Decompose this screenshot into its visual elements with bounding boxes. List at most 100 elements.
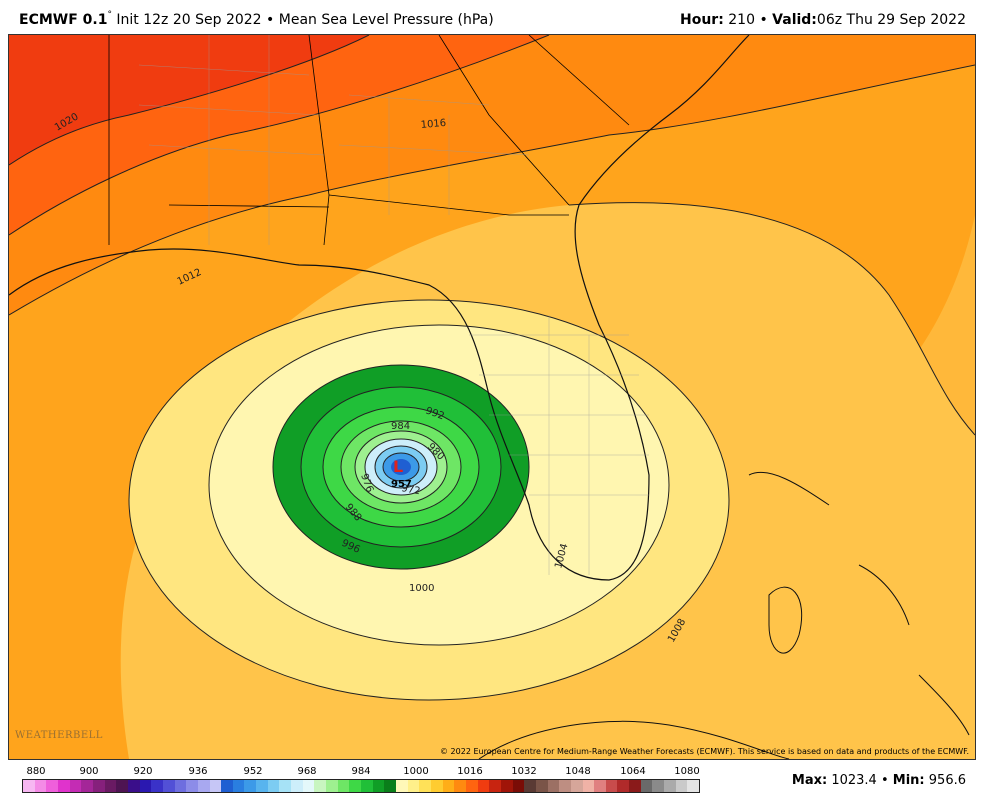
colorbar-swatch (139, 780, 152, 792)
colorbar-tick: 1016 (457, 766, 483, 777)
separator: • (880, 773, 889, 788)
colorbar-swatch (547, 780, 560, 792)
colorbar-swatch (500, 780, 513, 792)
colorbar-tick: 1032 (511, 766, 537, 777)
colorbar-swatch (232, 780, 245, 792)
separator: • (266, 12, 275, 28)
colorbar-tick: 900 (79, 766, 99, 777)
colorbar-tick: 1080 (674, 766, 700, 777)
colorbar-swatch (151, 780, 163, 792)
colorbar-swatch (81, 780, 93, 792)
low-pressure-marker: L (393, 457, 403, 476)
center-pressure-value: 957 (391, 479, 412, 490)
colorbar-swatch (279, 780, 292, 792)
colorbar-swatch (337, 780, 350, 792)
colorbar-swatch (617, 780, 630, 792)
colorbar-swatch (629, 780, 641, 792)
colorbar-tick: 920 (133, 766, 153, 777)
colorbar-swatch (687, 780, 700, 792)
colorbar-swatch (34, 780, 47, 792)
colorbar-swatch (57, 780, 70, 792)
colorbar-swatch (640, 780, 653, 792)
colorbar-tick: 1048 (565, 766, 591, 777)
valid-label: Valid: (772, 12, 817, 28)
contour-label: 972 (400, 483, 421, 497)
colorbar-swatch (291, 780, 303, 792)
colorbar-swatch (46, 780, 58, 792)
coastline (9, 35, 750, 581)
colorbar-swatch (535, 780, 548, 792)
colorbar-swatch (267, 780, 280, 792)
colorbar-swatch (570, 780, 583, 792)
max-label: Max: (791, 773, 828, 788)
colorbar-swatch (372, 780, 385, 792)
colorbar-swatch (349, 780, 362, 792)
colorbar-swatch (477, 780, 490, 792)
colorbar-tick: 968 (297, 766, 317, 777)
colorbar-swatch (244, 780, 257, 792)
fill-1020-1024 (9, 35, 369, 165)
colorbar-tick: 1000 (403, 766, 429, 777)
model-name: ECMWF 0.1 (19, 12, 108, 28)
islands (478, 471, 970, 759)
colorbar-swatch (594, 780, 606, 792)
colorbar-swatch (104, 780, 117, 792)
colorbar-swatch (326, 780, 338, 792)
colorbar-swatch (116, 780, 128, 792)
colorbar-swatch (605, 780, 618, 792)
hour-value: 210 (728, 12, 755, 28)
contour-label: 984 (391, 421, 410, 432)
hour-label: Hour: (680, 12, 724, 28)
map-canvas: 1020 1016 1012 1008 1004 1000 996 992 98… (9, 35, 975, 759)
colorbar-swatch (127, 780, 140, 792)
colorbar-swatch (524, 780, 536, 792)
colorbar-swatch (197, 780, 210, 792)
min-value: 956.6 (928, 773, 966, 788)
colorbar-tick: 936 (188, 766, 208, 777)
colorbar-swatch (419, 780, 431, 792)
colorbar-tick: 1064 (620, 766, 646, 777)
header-title: ECMWF 0.1° Init 12z 20 Sep 2022 • Mean S… (19, 10, 494, 28)
colorbar-swatch (489, 780, 501, 792)
colorbar-tick: 880 (26, 766, 46, 777)
colorbar-swatch (559, 780, 571, 792)
colorbar-swatch (407, 780, 420, 792)
max-value: 1023.4 (831, 773, 877, 788)
pressure-map: 1020 1016 1012 1008 1004 1000 996 992 98… (8, 34, 976, 760)
colorbar-swatch (442, 780, 455, 792)
colorbar-swatch (396, 780, 408, 792)
copyright-credit: © 2022 European Centre for Medium-Range … (440, 747, 969, 756)
colorbar-swatch (512, 780, 525, 792)
colorbar-swatch (361, 780, 373, 792)
field-name: Mean Sea Level Pressure (hPa) (278, 12, 494, 28)
colorbar-swatch (302, 780, 315, 792)
colorbar-swatch (69, 780, 82, 792)
colorbar-swatch (256, 780, 268, 792)
colorbar-swatch (454, 780, 466, 792)
colorbar-tick: 984 (351, 766, 371, 777)
degree-symbol: ° (107, 10, 112, 20)
separator: • (759, 12, 768, 28)
colorbar-swatch (209, 780, 222, 792)
contour-label: 1016 (420, 118, 446, 131)
init-time: Init 12z 20 Sep 2022 (116, 12, 262, 28)
colorbar-swatch (652, 780, 665, 792)
max-min-readout: Max: 1023.4 • Min: 956.6 (792, 773, 966, 788)
county-borders (138, 35, 649, 575)
isobars (9, 35, 975, 701)
pressure-colorbar (22, 779, 700, 793)
colorbar-swatch (675, 780, 688, 792)
colorbar-swatch (23, 780, 35, 792)
colorbar-swatch (314, 780, 327, 792)
colorbar-swatch (664, 780, 676, 792)
state-borders (108, 35, 630, 246)
colorbar-swatch (186, 780, 198, 792)
contour-label: 1000 (409, 583, 434, 594)
colorbar-swatch (384, 780, 396, 792)
colorbar-swatch (92, 780, 105, 792)
colorbar-swatch (162, 780, 175, 792)
header: ECMWF 0.1° Init 12z 20 Sep 2022 • Mean S… (0, 0, 984, 34)
colorbar-swatch (221, 780, 233, 792)
header-valid: Hour: 210 • Valid:06z Thu 29 Sep 2022 (680, 12, 966, 28)
colorbar-swatch (582, 780, 595, 792)
